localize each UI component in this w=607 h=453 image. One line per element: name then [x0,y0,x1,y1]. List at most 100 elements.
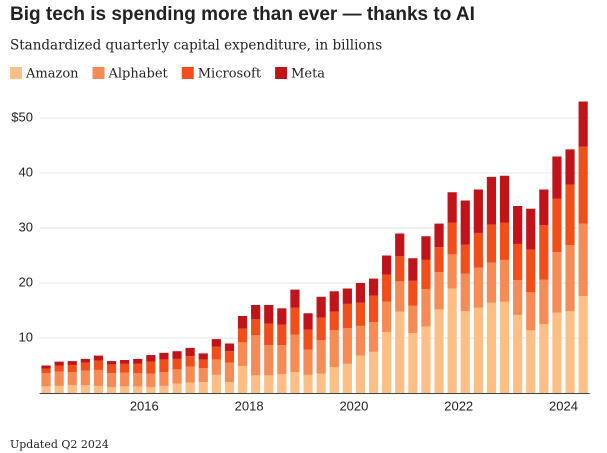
bar-segment [355,325,366,356]
bar-segment [120,363,130,373]
bar-segment [251,319,261,336]
bar-segment [185,366,195,383]
bar-segment [486,176,497,225]
bar-segment [421,259,431,290]
chart-title: Big tech is spending more than ever — th… [10,4,475,25]
bar-segment [224,351,235,363]
bar-segment [513,280,523,315]
bar-segment [67,385,77,393]
bar-segment [198,359,208,369]
bar-segment [159,352,169,360]
chart-subtitle: Standardized quarterly capital expenditu… [10,38,382,54]
bar-segment [434,247,444,272]
bar-segment [552,156,562,199]
bar-segment [382,255,392,275]
bar-segment [408,258,418,281]
bar-segment [211,346,221,360]
bar-segment [421,289,431,327]
x-tick-label: 2016 [130,398,159,413]
bar-segment [133,373,143,387]
bar-segment [395,233,405,257]
legend-label: Alphabet [108,67,169,82]
bar-segment [565,184,575,246]
bar-segment [578,223,588,297]
bar-segment [499,301,510,393]
bar-segment [486,262,497,303]
bar-segment [54,385,64,393]
bar-segment [159,372,169,386]
bar-segment [342,303,352,329]
bar-segment [513,314,523,393]
bar-segment [264,305,274,324]
bar-segment [133,363,143,374]
bar-segment [355,283,366,303]
bar-segment [290,372,300,393]
bar-segment [552,312,562,393]
bar-segment [473,267,483,308]
bar-segment [316,296,326,318]
bar-segment [342,288,352,304]
bar-segment [172,369,182,384]
bar-segment [264,375,274,393]
bar-segment [329,291,339,312]
legend-swatch [92,67,105,79]
x-tick-label: 2024 [549,398,578,413]
bar-segment [185,347,195,357]
bar-segment [368,295,379,323]
bar-segment [526,249,536,293]
bar-segment [93,355,104,361]
bar-segment [290,334,300,373]
bar-segment [80,362,90,371]
bar-segment [342,363,352,393]
bar-segment [421,236,431,260]
bar-segment [198,353,208,360]
bar-segment [277,324,287,346]
bar-segment [447,288,457,393]
bar-segment [146,361,156,374]
bar-segment [224,362,235,382]
bar-segment [277,308,287,325]
bar-segment [198,368,208,382]
bar-segment [290,289,300,308]
bar-segment [120,360,130,364]
bar-segment [447,192,457,223]
bar-segment [526,208,536,250]
bar-segment [67,361,77,365]
legend-label: Microsoft [198,67,262,82]
bar-segment [473,232,483,268]
bar-segment [316,317,326,341]
bar-segment [578,296,588,393]
bar-segment [106,386,117,393]
bar-segment [185,356,195,367]
bar-segment [106,373,117,387]
bar-segment [146,355,156,362]
bar-segment [93,360,104,370]
footnote: Updated Q2 2024 [10,438,109,451]
bar-segment [355,302,366,326]
bar-segment [434,272,444,310]
bar-segment [526,330,536,393]
bar-segment [303,329,313,350]
bar-segment [447,222,457,255]
bar-segment [237,342,248,367]
bar-segment [251,335,261,376]
y-tick-label: $50 [11,109,33,124]
bar-segment [316,373,326,393]
bar-segment [237,366,248,393]
bar-segment [382,301,392,332]
bar-segment [499,259,510,302]
bar-segment [303,374,313,393]
legend-label: Meta [291,67,325,82]
bar-segment [434,309,444,393]
legend-swatch [275,67,288,79]
bar-segment [133,358,143,364]
bar-segment [539,324,549,393]
bar-segment [368,351,379,393]
bar-segment [41,368,51,374]
bar-segment [395,281,405,312]
legend-swatch [181,67,194,79]
bar-segment [146,373,156,387]
bar-segment [106,364,117,374]
bar-segment [408,305,418,334]
bar-segment [80,358,90,363]
